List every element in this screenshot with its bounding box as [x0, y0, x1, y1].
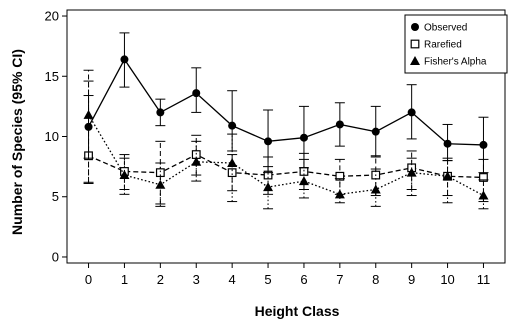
y-tick-label: 0 — [52, 249, 59, 264]
series-line — [87, 58, 484, 146]
x-axis-title: Height Class — [255, 303, 340, 319]
legend-items: Observed Rarefied Fisher's Alpha — [410, 23, 487, 68]
y-tick-label: 10 — [45, 129, 59, 144]
data-point — [335, 120, 344, 129]
plot-layer — [83, 32, 489, 210]
axes-layer: 0 5 10 15 20 0 1 2 3 4 5 6 7 8 9 10 11 — [45, 9, 506, 287]
data-point — [263, 182, 274, 192]
series-fisher-s-alpha — [83, 80, 489, 210]
data-point — [443, 139, 452, 148]
legend-marker — [410, 39, 420, 49]
data-point — [120, 55, 129, 64]
x-tick-label: 10 — [440, 272, 454, 287]
x-tick-label: 2 — [157, 272, 164, 287]
data-point — [119, 170, 130, 180]
legend: Observed Rarefied Fisher's Alpha — [404, 14, 508, 74]
data-point — [299, 133, 308, 142]
y-tick-label: 20 — [45, 9, 59, 24]
data-point — [478, 190, 489, 200]
data-point — [371, 127, 380, 136]
y-axis-title: Number of Species (95% CI) — [9, 49, 25, 235]
data-point — [228, 121, 237, 130]
series-line — [87, 114, 484, 197]
x-tick-label: 9 — [408, 272, 415, 287]
data-point — [155, 179, 166, 189]
data-point — [227, 158, 238, 168]
legend-label: Observed — [424, 23, 467, 34]
data-point — [442, 171, 453, 181]
x-tick-label: 0 — [85, 272, 92, 287]
y-tick-label: 5 — [52, 189, 59, 204]
series-line — [88, 153, 484, 179]
legend-label: Rarefied — [424, 40, 462, 51]
data-point — [84, 122, 93, 131]
data-point — [156, 108, 165, 117]
data-point — [370, 184, 381, 194]
data-point — [334, 189, 345, 199]
legend-marker — [410, 56, 420, 65]
x-tick-label: 7 — [336, 272, 343, 287]
data-point — [479, 140, 488, 149]
data-point — [191, 156, 202, 166]
series-observed — [83, 32, 489, 174]
x-tick-label: 6 — [300, 272, 307, 287]
x-tick-label: 3 — [193, 272, 200, 287]
data-point — [155, 168, 165, 178]
data-point — [264, 137, 273, 146]
data-point — [298, 176, 309, 186]
data-point — [192, 89, 201, 98]
x-tick-label: 8 — [372, 272, 379, 287]
x-tick-label: 5 — [264, 272, 271, 287]
data-point — [227, 168, 237, 178]
legend-box — [404, 14, 508, 74]
legend-label: Fisher's Alpha — [424, 57, 487, 68]
x-tick-label: 4 — [229, 272, 236, 287]
x-tick-label: 11 — [477, 272, 491, 287]
legend-marker — [411, 23, 419, 31]
data-point — [335, 171, 345, 181]
y-tick-label: 15 — [45, 69, 59, 84]
data-point — [406, 167, 417, 177]
data-point — [407, 108, 416, 117]
x-tick-label: 1 — [121, 272, 128, 287]
